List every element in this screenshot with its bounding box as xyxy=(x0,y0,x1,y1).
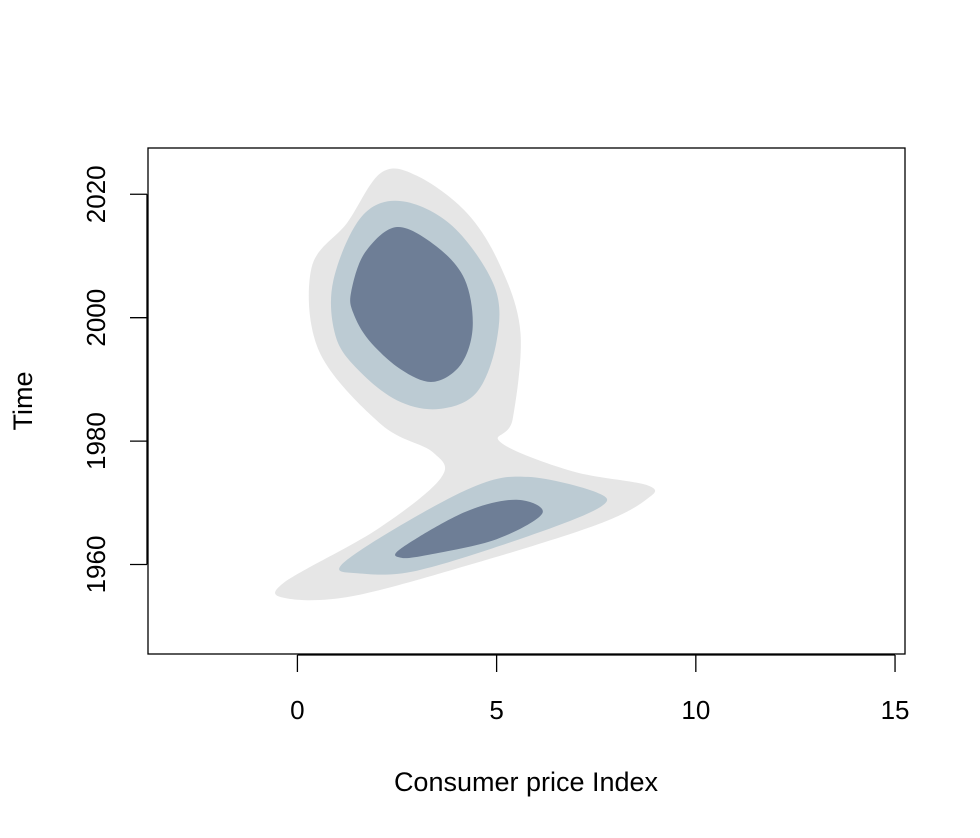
x-tick-label: 0 xyxy=(290,695,304,725)
contour-region-inner-4 xyxy=(395,499,543,559)
x-axis-title: Consumer price Index xyxy=(394,767,659,797)
y-axis: 1960 1980 2000 2020 xyxy=(81,165,148,594)
y-tick-label: 2020 xyxy=(81,165,111,223)
plot-area-border xyxy=(147,147,906,655)
contour-region-inner-3 xyxy=(350,226,473,382)
density-regions xyxy=(275,168,656,601)
x-axis: 0 5 10 15 xyxy=(290,654,910,725)
x-tick-label: 10 xyxy=(681,695,710,725)
x-tick-label: 15 xyxy=(881,695,910,725)
y-tick-label: 1980 xyxy=(81,412,111,470)
y-axis-title: Time xyxy=(8,372,38,431)
x-tick-label: 5 xyxy=(489,695,503,725)
y-tick-label: 1960 xyxy=(81,536,111,594)
y-tick-label: 2000 xyxy=(81,289,111,347)
